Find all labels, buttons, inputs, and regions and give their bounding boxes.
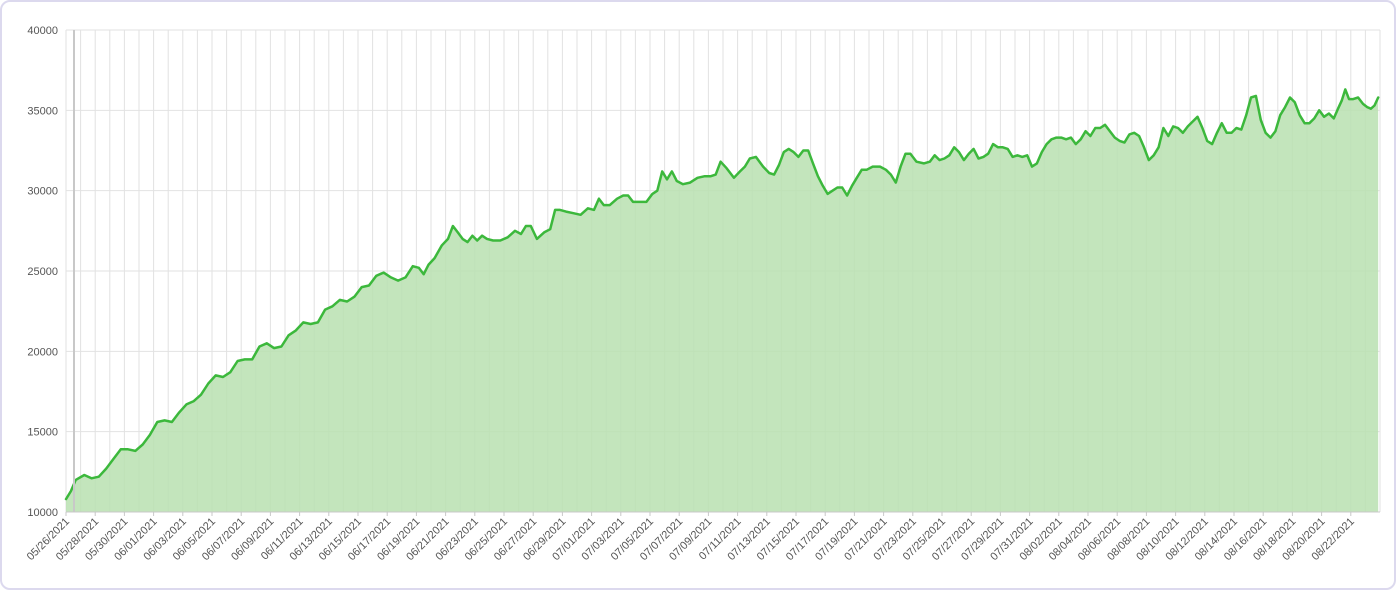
area-fill [66,89,1379,513]
y-tick-label: 10000 [27,507,58,519]
y-tick-label: 25000 [27,266,58,278]
y-tick-label: 35000 [27,105,58,117]
y-tick-label: 20000 [27,346,58,358]
y-tick-label: 15000 [27,427,58,439]
series-line [64,88,1380,501]
area-chart: 1000015000200002500030000350004000005/26… [25,25,1381,563]
y-tick-label: 40000 [27,25,58,37]
y-tick-label: 30000 [27,186,58,198]
